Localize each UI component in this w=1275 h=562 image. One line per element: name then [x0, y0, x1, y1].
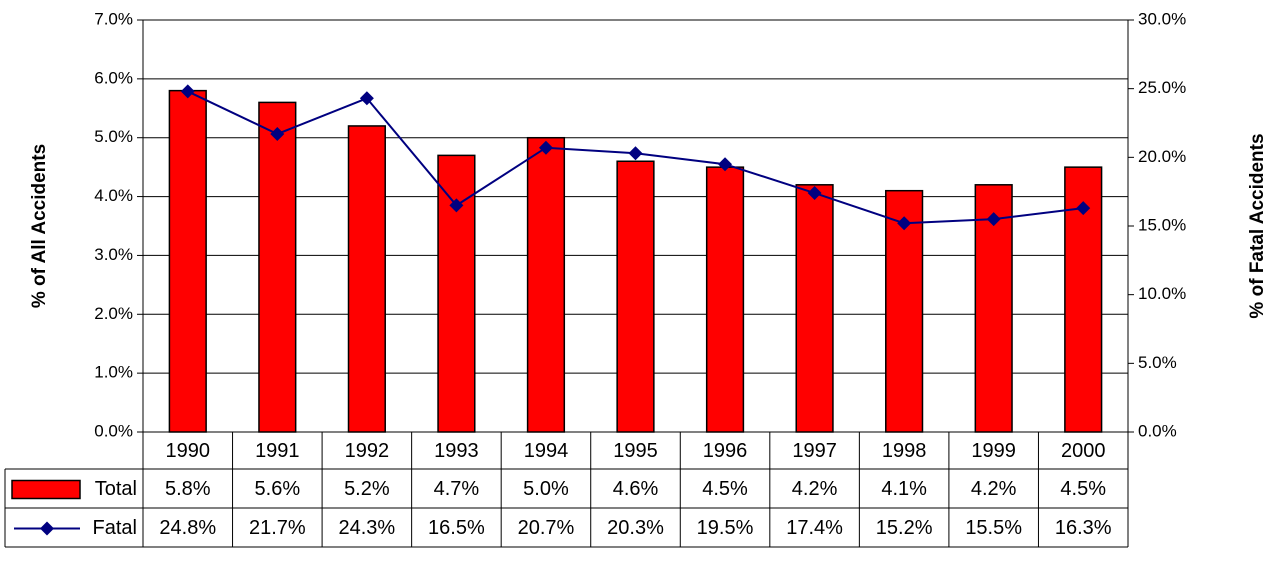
y-tick-label: 5.0% [94, 127, 133, 146]
data-label: 5.6% [255, 478, 301, 500]
y-axis-title: % of All Accidents [29, 144, 50, 308]
bar [258, 101, 297, 433]
data-label: 15.2% [876, 517, 933, 539]
y2-tick-label: 15.0% [1138, 215, 1186, 234]
y2-tick-label: 20.0% [1138, 147, 1186, 166]
data-label: 4.2% [792, 478, 838, 500]
marker [628, 146, 643, 161]
data-label: 24.8% [159, 517, 216, 539]
marker [1076, 201, 1091, 216]
marker [270, 126, 285, 141]
marker [807, 186, 822, 201]
data-label: 17.4% [786, 517, 843, 539]
y2-tick-label: 10.0% [1138, 284, 1186, 303]
y-tick-label: 2.0% [94, 304, 133, 323]
y2-tick-label: 30.0% [1138, 9, 1186, 28]
x-tick-label: 1995 [613, 440, 658, 462]
marker [986, 212, 1001, 227]
data-label: 4.6% [613, 478, 659, 500]
data-label: 5.2% [344, 478, 390, 500]
marker [718, 157, 733, 172]
bar [705, 166, 745, 433]
data-label: 15.5% [965, 517, 1022, 539]
legend-marker [40, 521, 54, 536]
bar [347, 125, 386, 433]
data-label: 24.3% [339, 517, 396, 539]
data-label: 20.7% [518, 517, 575, 539]
bar [616, 160, 655, 433]
marker [538, 140, 553, 155]
y-tick-label: 0.0% [94, 421, 133, 440]
x-tick-label: 1992 [345, 440, 390, 462]
y-tick-label: 1.0% [94, 363, 133, 382]
x-tick-label: 1999 [971, 440, 1016, 462]
marker [897, 216, 912, 231]
legend-label: Total [95, 478, 137, 500]
y-tick-label: 7.0% [94, 9, 133, 28]
y2-tick-label: 5.0% [1138, 353, 1177, 372]
y2-tick-label: 25.0% [1138, 78, 1186, 97]
bar [168, 89, 207, 433]
marker [180, 84, 195, 99]
data-label: 4.5% [702, 478, 748, 500]
x-tick-label: 1997 [792, 440, 837, 462]
marker [449, 198, 464, 213]
marker [359, 91, 374, 106]
data-label: 4.5% [1060, 478, 1106, 500]
x-tick-label: 1990 [166, 440, 211, 462]
x-tick-label: 1996 [703, 440, 748, 462]
y2-tick-label: 0.0% [1138, 421, 1177, 440]
bar [885, 189, 924, 433]
data-label: 5.0% [523, 478, 569, 500]
x-tick-label: 1998 [882, 440, 927, 462]
y2-axis-title: % of Fatal Accidents [1247, 133, 1268, 318]
x-tick-label: 2000 [1061, 440, 1106, 462]
data-label: 19.5% [697, 517, 754, 539]
data-label: 4.2% [971, 478, 1017, 500]
legend-label: Fatal [93, 517, 137, 539]
x-tick-label: 1991 [255, 440, 300, 462]
data-label: 16.5% [428, 517, 485, 539]
bar [795, 184, 834, 433]
bar [526, 136, 566, 433]
x-tick-label: 1993 [434, 440, 479, 462]
data-label: 4.1% [881, 478, 927, 500]
y-tick-label: 3.0% [94, 245, 133, 264]
y-tick-label: 6.0% [94, 68, 133, 87]
data-label: 5.8% [165, 478, 211, 500]
data-label: 16.3% [1055, 517, 1112, 539]
y-tick-label: 4.0% [94, 186, 133, 205]
data-label: 4.7% [434, 478, 480, 500]
x-tick-label: 1994 [524, 440, 569, 462]
data-label: 21.7% [249, 517, 306, 539]
legend-swatch [11, 479, 81, 500]
data-label: 20.3% [607, 517, 664, 539]
